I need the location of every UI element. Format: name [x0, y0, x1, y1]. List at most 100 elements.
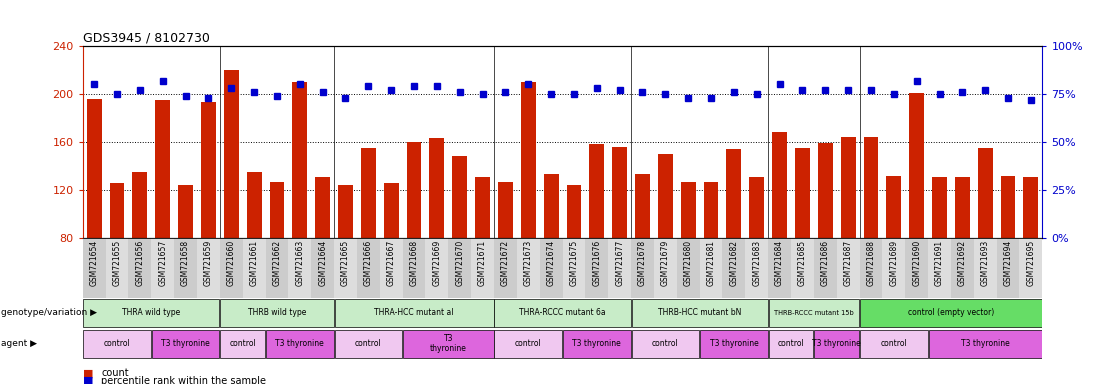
Bar: [334, 329, 403, 358]
Bar: [612, 147, 628, 238]
Text: genotype/variation ▶: genotype/variation ▶: [1, 308, 97, 318]
Text: control: control: [229, 339, 256, 348]
Text: GSM721665: GSM721665: [341, 240, 350, 286]
Text: GSM721667: GSM721667: [387, 240, 396, 286]
Bar: [201, 103, 216, 238]
Bar: [795, 148, 810, 238]
Text: GSM721695: GSM721695: [1027, 240, 1036, 286]
Bar: [951, 238, 974, 298]
Bar: [632, 299, 768, 327]
Bar: [379, 238, 403, 298]
Bar: [769, 299, 859, 327]
Text: GSM721661: GSM721661: [249, 240, 258, 286]
Bar: [288, 238, 311, 298]
Bar: [681, 182, 696, 238]
Text: control: control: [778, 339, 804, 348]
Bar: [517, 238, 539, 298]
Bar: [864, 137, 878, 238]
Bar: [152, 329, 219, 358]
Text: GSM721686: GSM721686: [821, 240, 829, 286]
Text: THRA-RCCC mutant 6a: THRA-RCCC mutant 6a: [520, 308, 606, 318]
Bar: [109, 183, 125, 238]
Text: percentile rank within the sample: percentile rank within the sample: [101, 376, 267, 384]
Bar: [563, 238, 586, 298]
Bar: [589, 144, 604, 238]
Bar: [814, 238, 837, 298]
Bar: [657, 154, 673, 238]
Text: T3
thyronine: T3 thyronine: [430, 334, 467, 353]
Bar: [727, 149, 741, 238]
Text: GSM721654: GSM721654: [89, 240, 98, 286]
Text: GSM721675: GSM721675: [569, 240, 578, 286]
Bar: [977, 148, 993, 238]
Text: control: control: [880, 339, 907, 348]
Bar: [860, 299, 1042, 327]
Text: GSM721663: GSM721663: [296, 240, 304, 286]
Text: GSM721662: GSM721662: [272, 240, 281, 286]
Text: T3 thyronine: T3 thyronine: [709, 339, 758, 348]
Bar: [83, 238, 106, 298]
Bar: [700, 329, 768, 358]
Bar: [128, 238, 151, 298]
Bar: [221, 299, 333, 327]
Bar: [929, 329, 1042, 358]
Bar: [704, 182, 718, 238]
Bar: [539, 238, 563, 298]
Text: GSM721659: GSM721659: [204, 240, 213, 286]
Bar: [494, 329, 563, 358]
Text: THRA-HCC mutant al: THRA-HCC mutant al: [374, 308, 453, 318]
Bar: [494, 238, 517, 298]
Text: THRB-RCCC mutant 15b: THRB-RCCC mutant 15b: [774, 310, 854, 316]
Text: GSM721668: GSM721668: [409, 240, 418, 286]
Bar: [361, 148, 376, 238]
Bar: [791, 238, 814, 298]
Text: GSM721676: GSM721676: [592, 240, 601, 286]
Bar: [243, 238, 266, 298]
Bar: [974, 238, 997, 298]
Text: ■: ■: [83, 368, 94, 378]
Text: T3 thyronine: T3 thyronine: [161, 339, 210, 348]
Text: THRA wild type: THRA wild type: [122, 308, 181, 318]
Text: T3 thyronine: T3 thyronine: [572, 339, 621, 348]
Text: GSM721678: GSM721678: [638, 240, 647, 286]
Bar: [334, 238, 357, 298]
Bar: [632, 329, 699, 358]
Bar: [955, 177, 970, 238]
Text: GSM721655: GSM721655: [113, 240, 121, 286]
Text: GSM721682: GSM721682: [729, 240, 738, 286]
Text: GSM721684: GSM721684: [775, 240, 784, 286]
Text: ■: ■: [83, 376, 94, 384]
Bar: [882, 238, 906, 298]
Text: GSM721670: GSM721670: [456, 240, 464, 286]
Bar: [403, 238, 426, 298]
Bar: [677, 238, 699, 298]
Bar: [722, 238, 746, 298]
Text: control: control: [515, 339, 542, 348]
Bar: [452, 157, 468, 238]
Bar: [860, 329, 928, 358]
Text: GSM721691: GSM721691: [935, 240, 944, 286]
Bar: [909, 93, 924, 238]
Bar: [544, 174, 558, 238]
Bar: [906, 238, 928, 298]
Bar: [521, 82, 536, 238]
Text: GSM721688: GSM721688: [867, 240, 876, 286]
Text: control: control: [652, 339, 678, 348]
Bar: [654, 238, 677, 298]
Bar: [1019, 238, 1042, 298]
Text: THRB-HCC mutant bN: THRB-HCC mutant bN: [657, 308, 741, 318]
Bar: [384, 183, 398, 238]
Bar: [269, 182, 285, 238]
Bar: [174, 238, 197, 298]
Bar: [403, 329, 493, 358]
Bar: [840, 137, 856, 238]
Bar: [699, 238, 722, 298]
Bar: [497, 182, 513, 238]
Bar: [768, 238, 791, 298]
Bar: [1000, 176, 1016, 238]
Bar: [769, 329, 813, 358]
Bar: [608, 238, 631, 298]
Text: GSM721671: GSM721671: [478, 240, 488, 286]
Bar: [887, 176, 901, 238]
Bar: [567, 185, 581, 238]
